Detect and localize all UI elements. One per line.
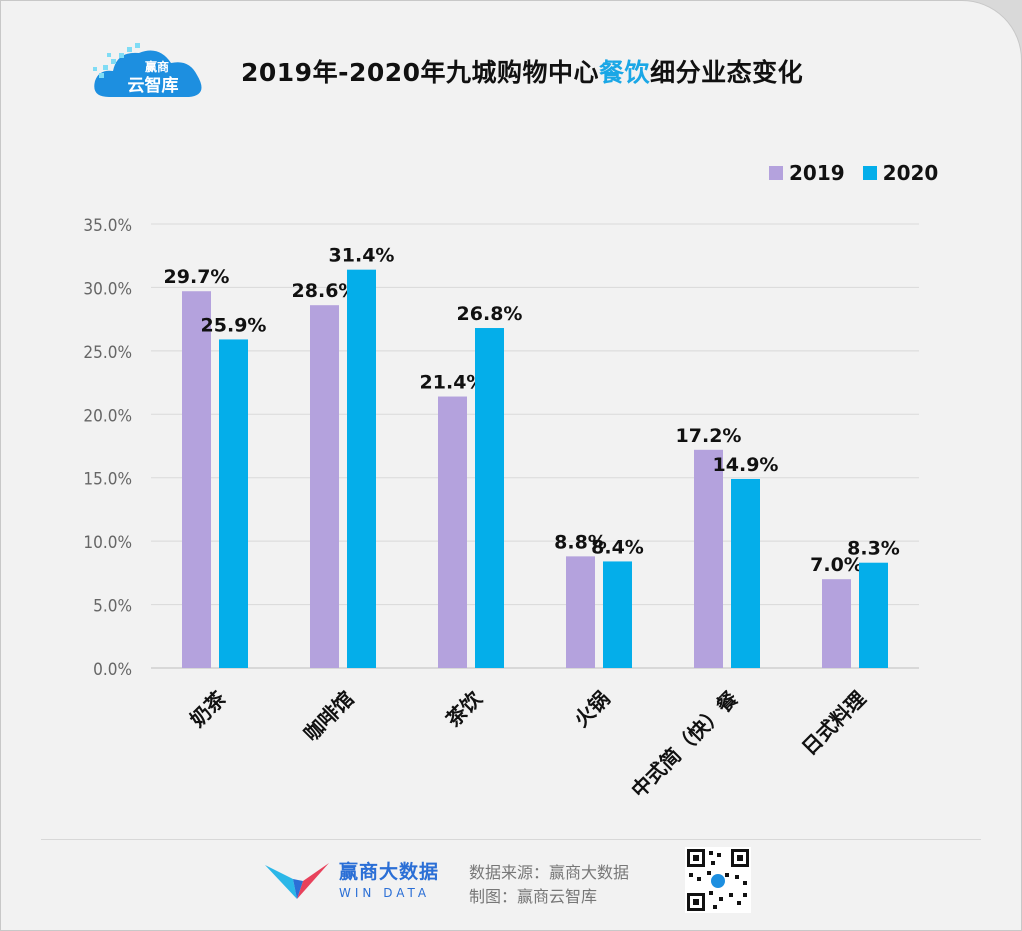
legend-item-2019: 2019	[769, 161, 845, 185]
data-label: 29.7%	[164, 266, 230, 288]
y-tick-label: 20.0%	[83, 406, 132, 426]
x-tick-label: 咖啡馆	[299, 686, 358, 745]
bar-chart: 0.0% 5.0% 10.0% 15.0% 20.0% 25.0% 30.0% 35.0% 29…	[83, 216, 919, 803]
chart-title: 2019年-2020年九城购物中心餐饮细分业态变化	[241, 53, 803, 89]
y-tick-label: 35.0%	[83, 216, 132, 236]
bar-2019	[566, 556, 595, 668]
y-tick-label: 30.0%	[83, 279, 132, 299]
x-tick-label: 中式简（快）餐	[626, 686, 743, 803]
legend-label-2019: 2019	[789, 161, 845, 185]
y-tick-label: 0.0%	[93, 660, 132, 680]
data-label: 8.8%	[554, 531, 607, 553]
data-label: 31.4%	[329, 245, 395, 267]
source-line2: 制图：赢商云智库	[469, 887, 598, 906]
x-tick-label: 日式料理	[797, 686, 871, 760]
logo-line1: 赢商	[145, 59, 169, 74]
y-tick-label: 5.0%	[93, 597, 132, 617]
bar-2019	[182, 291, 211, 668]
x-tick-label: 奶茶	[185, 686, 231, 732]
bar-2020	[219, 339, 248, 668]
y-tick-label: 10.0%	[83, 533, 132, 553]
windata-brand: 赢商大数据 WIN DATA	[339, 857, 439, 900]
legend-swatch-2019	[769, 166, 783, 180]
footer-divider	[41, 839, 981, 840]
bar-2020	[347, 269, 376, 668]
windata-logo-icon	[265, 863, 329, 899]
data-label: 7.0%	[810, 554, 863, 576]
data-label: 26.8%	[457, 303, 523, 325]
bar-2020	[859, 562, 888, 668]
bar-2019	[438, 396, 467, 668]
legend-item-2020: 2020	[862, 161, 939, 185]
yingshang-cloud-logo: 赢商 云智库	[93, 43, 202, 97]
bar-2020	[475, 328, 504, 668]
x-tick-label: 茶饮	[441, 686, 487, 732]
bar-2019	[310, 305, 339, 668]
y-tick-label: 15.0%	[83, 470, 132, 490]
bar-2020	[731, 478, 760, 668]
data-label: 25.9%	[201, 314, 267, 336]
title-suffix: 细分业态变化	[650, 58, 804, 87]
legend-swatch-2020	[862, 166, 877, 180]
source-line1: 数据来源：赢商大数据	[469, 863, 630, 882]
y-tick-label: 25.0%	[83, 343, 132, 363]
brand-name: 赢商大数据	[339, 861, 440, 883]
bar-2019	[822, 579, 851, 668]
legend-label-2020: 2020	[882, 161, 939, 185]
data-label: 8.4%	[591, 536, 644, 558]
brand-sub: WIN DATA	[339, 886, 431, 900]
x-tick-label: 火锅	[569, 686, 614, 731]
bar-2020	[603, 561, 632, 668]
logo-line2: 云智库	[128, 75, 179, 96]
data-label: 21.4%	[420, 372, 486, 394]
title-prefix: 2019年-2020年九城购物中心	[241, 58, 600, 87]
data-label: 28.6%	[292, 280, 358, 302]
data-label: 17.2%	[676, 425, 742, 447]
data-label: 14.9%	[713, 454, 779, 476]
data-label: 8.3%	[847, 538, 900, 560]
source-note: 数据来源：赢商大数据 制图：赢商云智库	[469, 861, 629, 909]
chart-legend: 2019 2020	[769, 161, 956, 185]
bar-2019	[694, 449, 723, 668]
title-highlight: 餐饮	[599, 58, 651, 87]
qr-code-icon	[685, 847, 751, 913]
